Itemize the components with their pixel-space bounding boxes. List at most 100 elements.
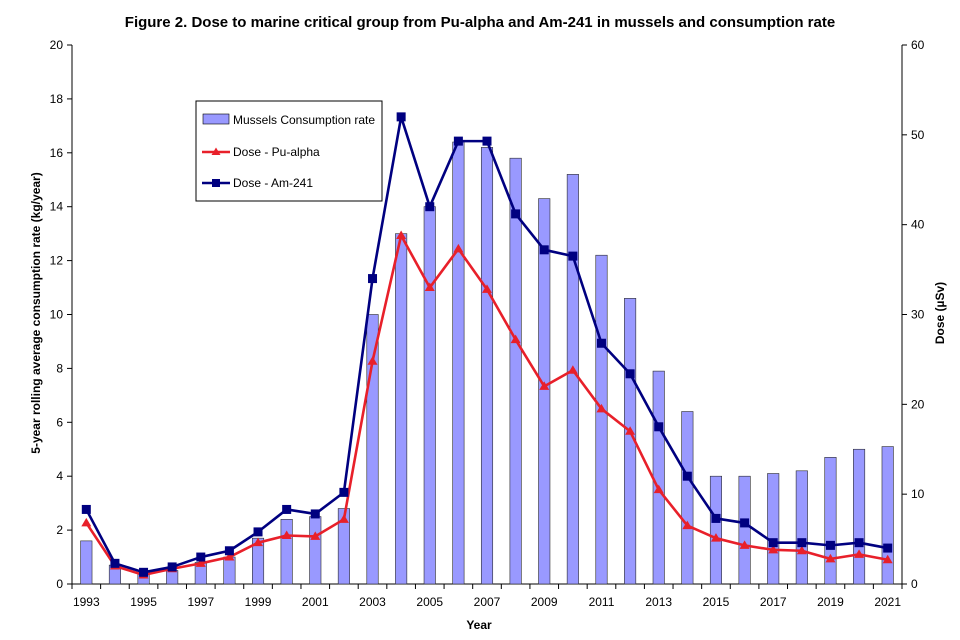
pu-alpha-point-2004 bbox=[396, 230, 407, 239]
left-axis-title: 5-year rolling average consumption rate … bbox=[29, 172, 43, 453]
bar-2015 bbox=[709, 475, 722, 585]
pu-alpha-point-2018 bbox=[796, 545, 807, 555]
bar-2011 bbox=[595, 254, 608, 585]
pu-alpha-point-1998 bbox=[224, 552, 235, 561]
legend: Mussels Consumption rate Dose - Pu-alpha… bbox=[195, 100, 383, 202]
bar-2001 bbox=[309, 516, 322, 585]
am-241-point-2017 bbox=[768, 538, 778, 548]
am-241-point-2016 bbox=[740, 518, 750, 528]
bar-2006 bbox=[452, 141, 465, 585]
am-241-point-2019 bbox=[825, 540, 835, 550]
x-tick-label-2015: 2015 bbox=[703, 595, 730, 609]
pu-alpha-point-2019 bbox=[825, 553, 836, 563]
bar-2009 bbox=[538, 198, 551, 585]
bar-2010 bbox=[566, 174, 579, 585]
am-241-point-2005 bbox=[425, 202, 435, 212]
x-tick-label-2001: 2001 bbox=[302, 595, 329, 609]
bar-2007 bbox=[480, 147, 494, 585]
bar-2013 bbox=[652, 370, 665, 585]
x-tick-label-1999: 1999 bbox=[245, 595, 272, 609]
x-axis: 1993 1995 1997 1999 2001 2003 2005 2007 2009 2011… bbox=[71, 584, 903, 609]
am-241-point-2004 bbox=[396, 112, 406, 122]
am-241-point-1998 bbox=[224, 546, 234, 556]
am-241-point-1995 bbox=[139, 567, 149, 577]
bar-2004 bbox=[395, 233, 408, 585]
am-241-point-1996 bbox=[167, 562, 177, 572]
legend-swatch-mussels bbox=[202, 113, 230, 125]
x-axis-title: Year bbox=[466, 618, 492, 632]
am-241-point-2012 bbox=[625, 369, 635, 379]
bar-2019 bbox=[824, 457, 837, 585]
bar-2017 bbox=[767, 473, 780, 585]
am-241-point-2002 bbox=[339, 487, 349, 497]
left-tick-label-20: 20 bbox=[50, 38, 64, 52]
pu-alpha-point-2008 bbox=[510, 334, 521, 344]
left-tick-label-12: 12 bbox=[50, 254, 64, 268]
right-tick-label-50: 50 bbox=[911, 128, 925, 142]
bar-2002 bbox=[337, 508, 350, 585]
left-tick-label-18: 18 bbox=[50, 92, 64, 106]
bar-1998 bbox=[223, 556, 236, 585]
left-tick-label-10: 10 bbox=[50, 308, 64, 322]
pu-alpha-point-2002 bbox=[338, 514, 349, 523]
legend-label-pu-alpha: Dose - Pu-alpha bbox=[233, 145, 320, 159]
am-241-point-2011 bbox=[596, 338, 606, 348]
x-tick-label-2007: 2007 bbox=[474, 595, 501, 609]
am-241-point-2010 bbox=[568, 251, 578, 261]
am-241-point-2007 bbox=[482, 136, 492, 146]
pu-alpha-point-1997 bbox=[195, 558, 206, 567]
pu-alpha-point-2007 bbox=[482, 284, 492, 293]
bar-2018 bbox=[795, 470, 808, 585]
pu-alpha-point-2016 bbox=[739, 540, 750, 549]
am-241-point-1999 bbox=[253, 527, 263, 537]
legend-swatch-pu-alpha bbox=[202, 147, 230, 155]
am-241-point-1997 bbox=[196, 552, 206, 562]
left-tick-label-8: 8 bbox=[56, 361, 63, 375]
bar-1993 bbox=[80, 540, 93, 585]
am-241-point-1993 bbox=[81, 504, 91, 514]
am-241-point-2001 bbox=[310, 509, 320, 519]
pu-alpha-point-2011 bbox=[596, 403, 607, 413]
chart-title: Figure 2. Dose to marine critical group … bbox=[125, 14, 835, 31]
am-241-point-2015 bbox=[711, 513, 721, 523]
right-tick-label-0: 0 bbox=[911, 577, 918, 591]
x-tick-label-2009: 2009 bbox=[531, 595, 558, 609]
x-tick-label-1993: 1993 bbox=[73, 595, 100, 609]
pu-alpha-point-2000 bbox=[281, 530, 292, 539]
pu-alpha-point-2020 bbox=[854, 549, 865, 558]
pu-alpha-point-1993 bbox=[81, 517, 92, 527]
am-241-point-2014 bbox=[682, 471, 692, 481]
right-tick-label-40: 40 bbox=[911, 218, 925, 232]
legend-swatch-am-241 bbox=[202, 179, 230, 187]
am-241-point-2020 bbox=[854, 538, 864, 548]
am-241-point-2003 bbox=[368, 274, 378, 284]
left-tick-label-4: 4 bbox=[56, 469, 63, 483]
x-tick-label-2011: 2011 bbox=[589, 595, 615, 609]
am-241-point-2018 bbox=[797, 538, 807, 548]
am-241-point-2013 bbox=[654, 422, 664, 432]
pu-alpha-point-2015 bbox=[710, 533, 721, 542]
bar-2005 bbox=[423, 206, 436, 585]
left-tick-label-14: 14 bbox=[50, 200, 64, 214]
pu-alpha-point-2017 bbox=[768, 544, 779, 554]
pu-alpha-point-1999 bbox=[253, 537, 264, 547]
left-axis: 0 2 4 6 8 10 12 14 16 18 20 bbox=[50, 38, 72, 591]
left-tick-label-6: 6 bbox=[56, 415, 63, 429]
pu-alpha-point-2006 bbox=[453, 243, 464, 253]
x-tick-label-2017: 2017 bbox=[760, 595, 787, 609]
x-tick-label-1995: 1995 bbox=[130, 595, 157, 609]
legend-label-am-241: Dose - Am-241 bbox=[233, 176, 313, 190]
pu-alpha-point-2010 bbox=[567, 365, 578, 374]
pu-alpha-point-2009 bbox=[539, 381, 550, 390]
x-tick-label-2005: 2005 bbox=[416, 595, 443, 609]
pu-alpha-point-2013 bbox=[653, 484, 664, 494]
x-tick-label-2013: 2013 bbox=[645, 595, 672, 609]
am-241-point-2021 bbox=[883, 543, 893, 553]
bar-2016 bbox=[738, 475, 751, 585]
right-tick-label-30: 30 bbox=[911, 308, 925, 322]
pu-alpha-point-2005 bbox=[424, 282, 435, 292]
right-tick-label-60: 60 bbox=[911, 38, 925, 52]
bar-series-mussels-consumption bbox=[80, 141, 894, 585]
am-241-point-2009 bbox=[539, 245, 549, 255]
